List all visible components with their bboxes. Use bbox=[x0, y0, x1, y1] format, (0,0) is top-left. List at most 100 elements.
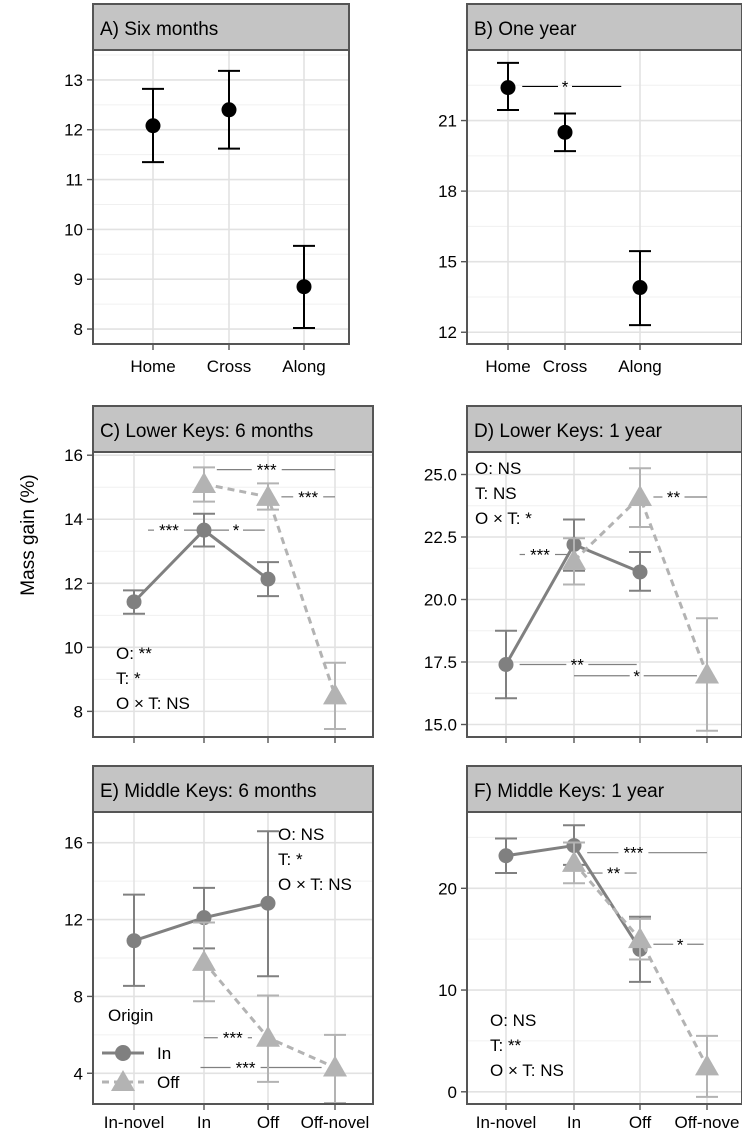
panel-header bbox=[92, 405, 374, 453]
panel-title: A) Six months bbox=[100, 19, 218, 40]
x-tick-label: Off bbox=[257, 1113, 280, 1132]
panel-f: F) Middle Keys: 1 year 0 10 20 In-novel In Off… bbox=[438, 765, 742, 1132]
data-point-circle bbox=[557, 124, 573, 140]
panel-border bbox=[466, 49, 742, 345]
y-tick-label: 12 bbox=[64, 911, 83, 930]
legend-item-off: Off bbox=[102, 1070, 180, 1092]
data-point-circle bbox=[500, 80, 516, 96]
data-point-triangle bbox=[562, 850, 586, 872]
x-tick-label: In-novel bbox=[104, 1113, 164, 1132]
panel-a: A) Six months 8 9 10 11 12 13 Home Cross Along bbox=[64, 3, 350, 376]
series-line bbox=[572, 494, 709, 676]
series-points bbox=[142, 69, 315, 330]
y-tick-label: 13 bbox=[64, 71, 83, 90]
x-tick-label: Cross bbox=[207, 357, 251, 376]
legend-label: In bbox=[157, 1044, 171, 1063]
significance-label: ** bbox=[607, 864, 621, 883]
y-tick-label: 0 bbox=[448, 1083, 457, 1102]
plot-content: ****** bbox=[495, 824, 719, 1098]
y-tick-label: 11 bbox=[65, 171, 83, 190]
data-point-triangle bbox=[192, 472, 216, 494]
stat-annotation: O: ** bbox=[116, 644, 152, 663]
significance-label: *** bbox=[298, 488, 318, 507]
y-tick-label: 20.0 bbox=[424, 591, 457, 610]
stat-annotation: T: * bbox=[278, 850, 303, 869]
stat-annotation: O × T: * bbox=[475, 509, 532, 528]
panel-header bbox=[92, 3, 350, 51]
x-tick-label: Cross bbox=[543, 357, 587, 376]
y-tick-label: 25.0 bbox=[424, 466, 457, 485]
data-point-circle bbox=[126, 594, 142, 610]
legend-title: Origin bbox=[108, 1006, 153, 1025]
panel-title: E) Middle Keys: 6 months bbox=[100, 781, 316, 802]
series-off bbox=[562, 467, 719, 732]
series-points bbox=[497, 61, 651, 327]
data-point-circle bbox=[498, 848, 514, 864]
y-tick-label: 22.5 bbox=[424, 528, 457, 547]
y-tick-label: 15 bbox=[438, 253, 457, 272]
data-point-triangle bbox=[695, 1054, 719, 1076]
data-point-circle bbox=[196, 522, 212, 538]
panel-title: B) One year bbox=[474, 19, 577, 40]
plot-content bbox=[142, 69, 315, 330]
y-tick-label: 10 bbox=[438, 981, 457, 1000]
significance-label: *** bbox=[223, 1029, 243, 1048]
panel-border bbox=[466, 811, 742, 1105]
significance-label: ** bbox=[667, 488, 681, 507]
y-tick-label: 16 bbox=[64, 834, 83, 853]
series-off bbox=[562, 841, 719, 1098]
y-tick-label: 12 bbox=[64, 121, 83, 140]
data-point-triangle bbox=[628, 485, 652, 506]
y-tick-label: 16 bbox=[64, 446, 83, 465]
series-in bbox=[123, 830, 279, 987]
significance-label: * bbox=[633, 667, 640, 686]
data-point-circle bbox=[260, 895, 276, 911]
data-point-triangle bbox=[256, 484, 280, 506]
plot-area bbox=[467, 50, 742, 344]
y-axis-label: Mass gain (%) bbox=[18, 474, 39, 595]
significance-label: * bbox=[233, 521, 240, 540]
data-point-circle bbox=[296, 279, 312, 295]
x-tick-label: Off-nove bbox=[675, 1113, 740, 1132]
x-tick-label: Home bbox=[130, 357, 175, 376]
y-tick-label: 18 bbox=[438, 182, 457, 201]
y-tick-label: 8 bbox=[74, 987, 83, 1006]
panel-title: D) Lower Keys: 1 year bbox=[474, 421, 663, 442]
significance-label: *** bbox=[623, 844, 643, 863]
y-tick-label: 20 bbox=[438, 879, 457, 898]
x-tick-label: In-novel bbox=[476, 1113, 536, 1132]
panel-border bbox=[92, 811, 374, 1105]
x-tick-label: Home bbox=[485, 357, 530, 376]
panel-d: D) Lower Keys: 1 year 15.0 17.5 20.0 22.5 25.… bbox=[424, 405, 742, 743]
data-point-triangle bbox=[562, 548, 586, 570]
stat-annotation: O × T: NS bbox=[116, 694, 190, 713]
legend-circle-marker bbox=[115, 1045, 131, 1061]
data-point-circle bbox=[126, 933, 142, 949]
stat-annotation: O × T: NS bbox=[278, 875, 352, 894]
y-tick-label: 10 bbox=[64, 220, 83, 239]
significance-label: * bbox=[562, 77, 569, 96]
data-point-circle bbox=[260, 571, 276, 587]
legend-label: Off bbox=[157, 1073, 180, 1092]
legend-triangle-marker bbox=[111, 1070, 135, 1091]
y-tick-label: 21 bbox=[438, 112, 457, 131]
y-tick-label: 8 bbox=[74, 702, 83, 721]
panel-border bbox=[466, 451, 742, 738]
plot-content: ******** bbox=[495, 467, 719, 732]
y-tick-label: 4 bbox=[74, 1064, 83, 1083]
stat-annotation: O × T: NS bbox=[490, 1061, 564, 1080]
significance-label: ** bbox=[571, 656, 585, 675]
data-point-triangle bbox=[323, 1055, 347, 1077]
panel-title: F) Middle Keys: 1 year bbox=[474, 781, 665, 802]
significance-label: *** bbox=[257, 461, 277, 480]
x-tick-label: Along bbox=[618, 357, 661, 376]
y-tick-label: 8 bbox=[74, 320, 83, 339]
data-point-circle bbox=[498, 657, 514, 672]
x-tick-label: In bbox=[197, 1113, 211, 1132]
series-in bbox=[123, 512, 279, 615]
series-off bbox=[192, 466, 347, 730]
legend-item-in: In bbox=[102, 1044, 171, 1063]
